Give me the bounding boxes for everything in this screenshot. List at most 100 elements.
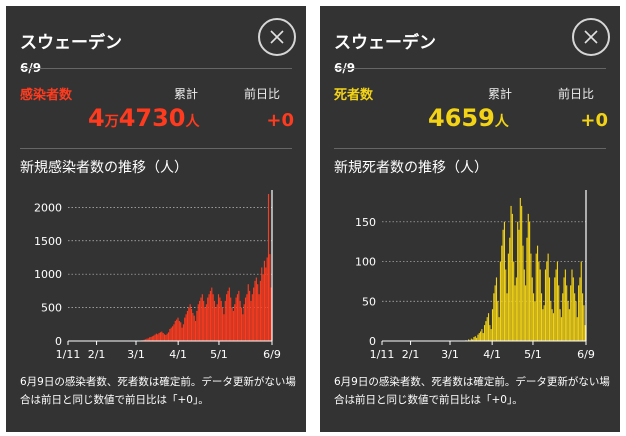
bar bbox=[193, 315, 195, 341]
bar bbox=[262, 274, 264, 341]
bar bbox=[509, 237, 511, 341]
bar bbox=[563, 277, 565, 341]
bar bbox=[480, 331, 482, 341]
bar bbox=[223, 314, 225, 341]
bar bbox=[539, 269, 541, 341]
bar bbox=[259, 280, 261, 341]
bar bbox=[146, 338, 148, 341]
bar bbox=[472, 339, 474, 341]
bar bbox=[244, 297, 247, 341]
bar bbox=[526, 237, 528, 341]
bar bbox=[536, 245, 539, 341]
bar bbox=[470, 338, 472, 341]
bar bbox=[546, 261, 548, 341]
bar bbox=[513, 261, 515, 341]
y-tick-label: 2000 bbox=[34, 201, 62, 214]
bar bbox=[166, 333, 168, 341]
bar bbox=[173, 324, 175, 341]
bar bbox=[502, 229, 504, 341]
bar bbox=[266, 257, 268, 341]
country-title: スウェーデン bbox=[334, 33, 436, 53]
bar bbox=[570, 285, 572, 341]
total-unit: 人 bbox=[494, 114, 509, 130]
diff-value: +0 bbox=[580, 110, 608, 131]
bar bbox=[517, 221, 519, 341]
bar bbox=[550, 301, 552, 341]
bar bbox=[572, 277, 574, 341]
bar bbox=[540, 293, 543, 341]
y-tick-label: 0 bbox=[55, 335, 62, 348]
bar bbox=[530, 253, 532, 341]
bar bbox=[531, 277, 533, 341]
bar bbox=[170, 327, 172, 341]
close-button[interactable] bbox=[572, 18, 610, 56]
bar bbox=[580, 261, 582, 341]
bar bbox=[267, 194, 270, 341]
deaths-panel: スウェーデン 6/9 死者数 累計 前日比 4659人 +0 新規死者数の推移（… bbox=[320, 6, 620, 432]
bar bbox=[205, 304, 207, 341]
bar bbox=[181, 327, 183, 341]
bar bbox=[255, 277, 257, 341]
bar bbox=[228, 287, 230, 341]
x-tick-label: 4/1 bbox=[483, 348, 501, 361]
metric-label: 感染者数 bbox=[20, 88, 73, 103]
bar bbox=[495, 277, 498, 341]
bar bbox=[155, 333, 157, 341]
bar bbox=[574, 293, 576, 341]
y-tick-label: 1500 bbox=[34, 235, 62, 248]
bar bbox=[515, 277, 517, 341]
bar bbox=[231, 307, 233, 341]
bar bbox=[247, 284, 249, 341]
cumulative-total: 4万4730人 bbox=[88, 104, 200, 132]
bar bbox=[519, 197, 521, 341]
x-tick-label: 1/11 bbox=[370, 348, 395, 361]
footnote: 6月9日の感染者数、死者数は確定前。データ更新がない場合は前日と同じ数値で前日比… bbox=[334, 376, 610, 406]
bar bbox=[548, 277, 551, 341]
bar bbox=[180, 322, 182, 341]
bar bbox=[468, 339, 470, 341]
bar bbox=[558, 285, 560, 341]
bar bbox=[575, 301, 577, 341]
bar bbox=[219, 297, 221, 341]
bar bbox=[200, 297, 202, 341]
bar bbox=[522, 245, 524, 341]
bar bbox=[494, 285, 496, 341]
bar bbox=[222, 307, 224, 341]
bar bbox=[192, 312, 194, 341]
bar bbox=[562, 293, 564, 341]
footnote: 6月9日の感染者数、死者数は確定前。データ更新がない場合は前日と同じ数値で前日比… bbox=[20, 376, 296, 406]
bar bbox=[491, 309, 494, 341]
close-button[interactable] bbox=[258, 18, 296, 56]
bar bbox=[567, 301, 569, 341]
bar bbox=[153, 335, 155, 341]
y-tick-label: 1000 bbox=[34, 268, 62, 281]
bar bbox=[196, 310, 198, 341]
bar bbox=[211, 287, 213, 341]
bar bbox=[203, 300, 205, 341]
x-tick-label: 6/9 bbox=[577, 348, 595, 361]
bar bbox=[501, 245, 503, 341]
bar bbox=[227, 290, 229, 341]
bar bbox=[263, 260, 266, 341]
divider bbox=[20, 68, 292, 69]
bar bbox=[161, 331, 163, 341]
bar bbox=[555, 269, 557, 341]
bar bbox=[239, 300, 241, 341]
x-tick-label: 1/11 bbox=[56, 348, 81, 361]
bar bbox=[176, 319, 178, 341]
bar bbox=[571, 269, 573, 341]
bar bbox=[226, 294, 228, 341]
bar bbox=[543, 305, 545, 341]
bar bbox=[486, 317, 488, 341]
bar bbox=[204, 307, 206, 341]
bar bbox=[240, 307, 243, 341]
bar bbox=[564, 269, 566, 341]
chart-title: 新規感染者数の推移（人） bbox=[20, 160, 188, 176]
bar bbox=[576, 317, 578, 341]
cumulative-label: 累計 bbox=[174, 87, 199, 101]
cases-chart: 0 500 1000 1500 2000 1/11 2/1 3/1 4/1 5/1 6/9 bbox=[34, 190, 281, 361]
bar bbox=[258, 294, 260, 341]
bar bbox=[207, 297, 209, 341]
bar bbox=[493, 293, 495, 341]
y-tick-label: 500 bbox=[41, 302, 62, 315]
